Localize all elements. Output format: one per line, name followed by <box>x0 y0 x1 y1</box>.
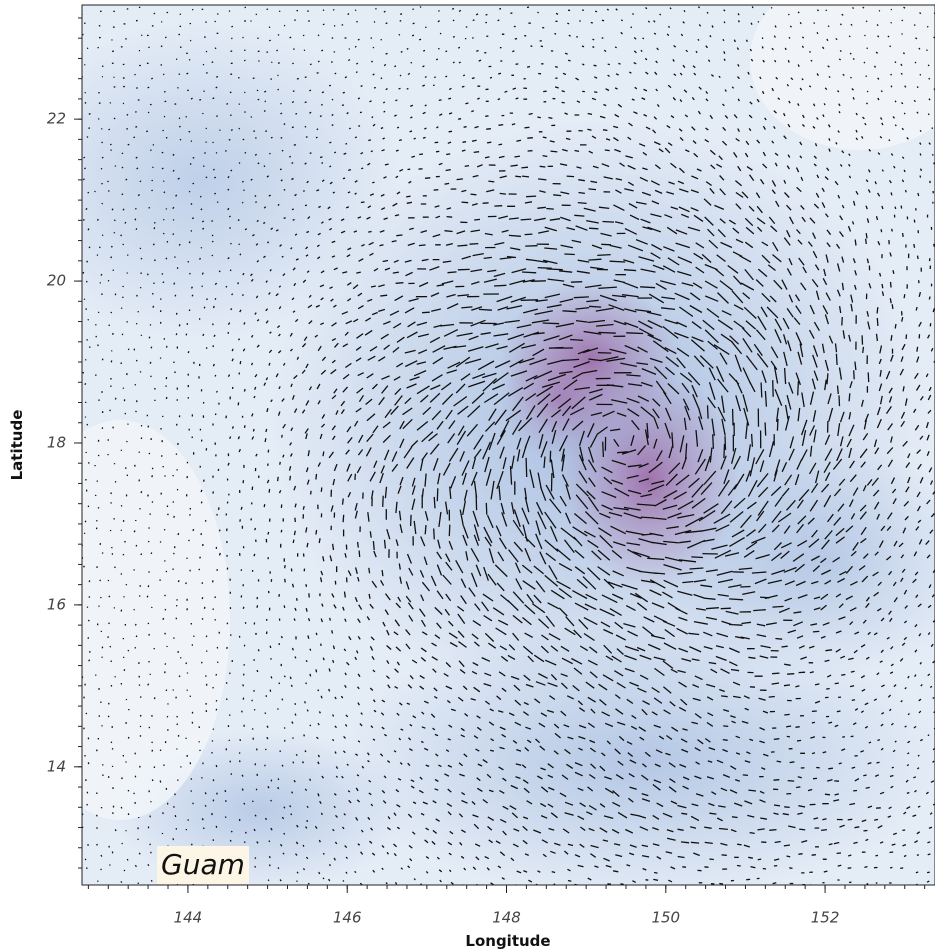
x-tick-label: 146 <box>333 909 362 927</box>
y-axis-label: Latitude <box>8 410 26 481</box>
y-tick-label: 14 <box>47 757 66 775</box>
wind-strokes <box>82 6 935 885</box>
y-tick-label: 18 <box>47 433 66 451</box>
field-background <box>82 5 935 885</box>
x-tick-label: 152 <box>811 909 840 927</box>
x-tick-label: 150 <box>651 909 680 927</box>
annotation: Guam <box>161 848 245 881</box>
x-tick-label: 148 <box>492 909 521 927</box>
x-axis-label: Longitude <box>465 932 550 950</box>
plot-frame <box>81 4 935 886</box>
y-tick-label: 22 <box>47 110 66 128</box>
x-tick-label: 144 <box>174 909 203 927</box>
y-tick-label: 16 <box>47 595 66 613</box>
y-tick-label: 20 <box>47 272 66 290</box>
wind-vectors <box>82 6 935 885</box>
annotation-box <box>157 846 249 884</box>
